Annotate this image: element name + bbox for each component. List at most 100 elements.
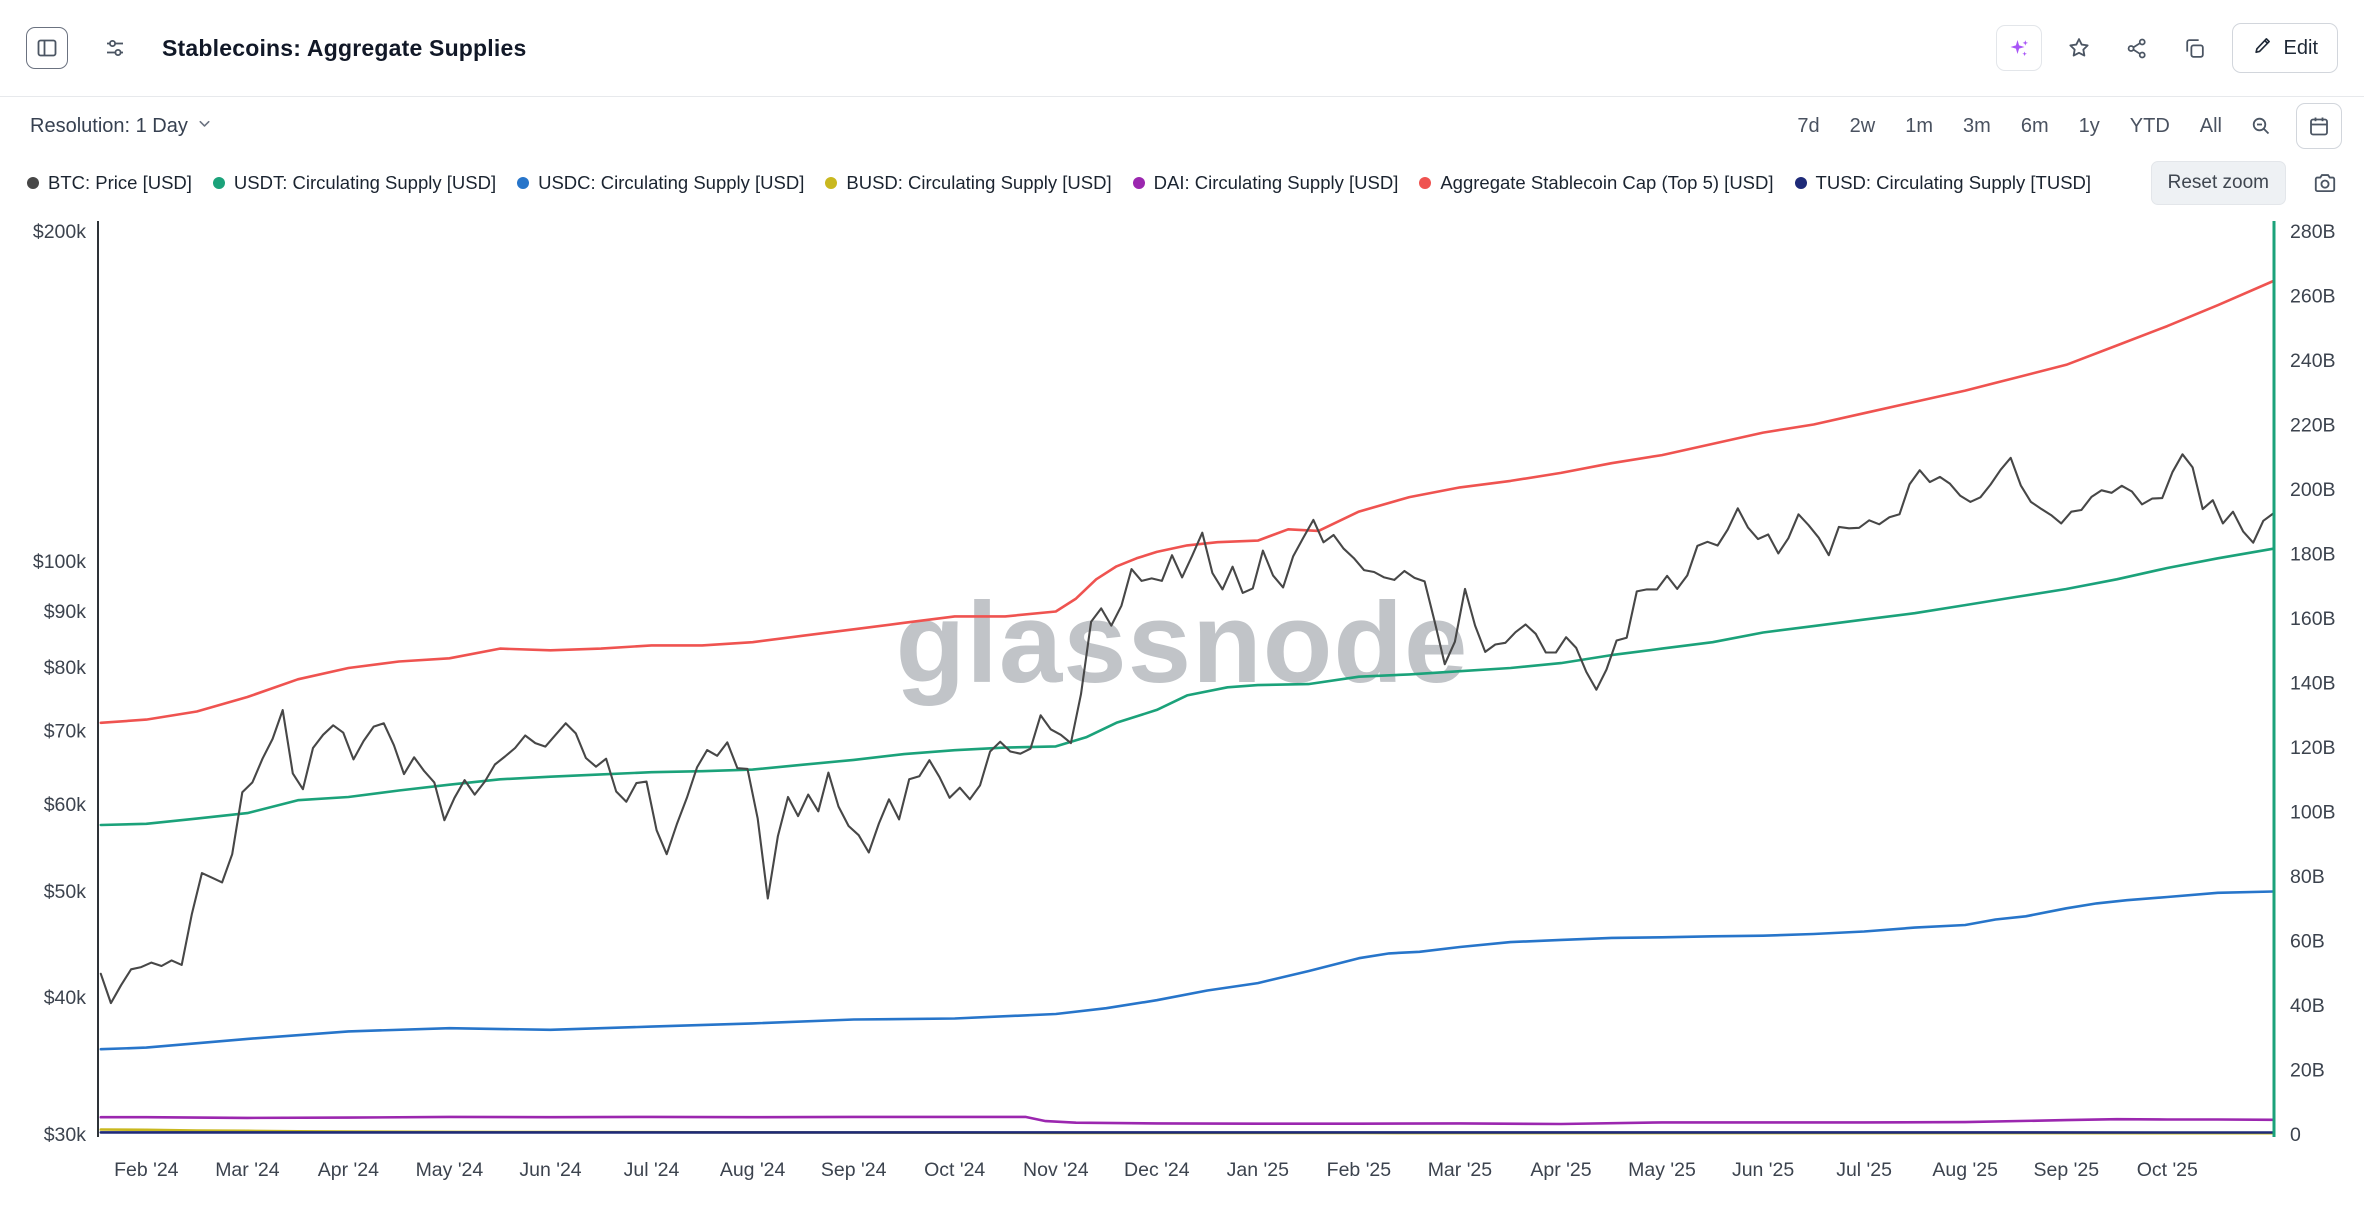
x-axis-tick: Nov '24: [1023, 1159, 1089, 1181]
x-axis-tick: Jan '25: [1227, 1159, 1289, 1181]
share-icon: [2124, 36, 2149, 61]
range-button-1y[interactable]: 1y: [2067, 107, 2112, 146]
legend-item-aggregate-stablecoin-cap-top-5-usd[interactable]: Aggregate Stablecoin Cap (Top 5) [USD]: [1419, 172, 1774, 194]
legend-label: BTC: Price [USD]: [48, 172, 192, 193]
left-axis-tick: $30k: [44, 1124, 87, 1146]
range-button-6m[interactable]: 6m: [2009, 107, 2061, 146]
right-axis-tick: 160B: [2290, 608, 2336, 630]
zoom-area-icon: [2249, 114, 2273, 138]
duplicate-button[interactable]: [2173, 27, 2216, 69]
header: Stablecoins: Aggregate Supplies: [0, 0, 2364, 97]
share-button[interactable]: [2115, 27, 2158, 69]
range-button-ytd[interactable]: YTD: [2118, 107, 2182, 146]
range-selector: 7d 2w 1m 3m 6m 1y YTD All: [1785, 103, 2342, 149]
right-axis-tick: 0: [2290, 1124, 2301, 1146]
reset-zoom-button[interactable]: Reset zoom: [2150, 161, 2286, 205]
legend-item-usdc-circulating-supply-usd[interactable]: USDC: Circulating Supply [USD]: [517, 172, 804, 194]
copy-icon: [2182, 36, 2207, 61]
series-usdc-circulating-supply-usd: [99, 890, 2275, 1051]
left-axis-tick: $90k: [44, 601, 87, 623]
legend-item-btc-price-usd[interactable]: BTC: Price [USD]: [27, 172, 192, 194]
x-axis-tick: May '25: [1628, 1159, 1696, 1181]
x-axis-tick: Dec '24: [1124, 1159, 1190, 1181]
x-axis-tick: Sep '25: [2034, 1159, 2100, 1181]
edit-button[interactable]: Edit: [2231, 23, 2338, 73]
x-axis-tick: Mar '24: [215, 1159, 280, 1181]
x-axis-tick: Mar '25: [1428, 1159, 1493, 1181]
legend-label: TUSD: Circulating Supply [TUSD]: [1815, 172, 2092, 193]
x-axis-tick: Aug '24: [720, 1159, 786, 1181]
series-dai-circulating-supply-usd: [99, 1115, 2275, 1126]
screenshot-button[interactable]: [2304, 162, 2346, 204]
right-axis-tick: 280B: [2290, 221, 2336, 243]
calendar-button[interactable]: [2296, 103, 2342, 149]
legend-item-tusd-circulating-supply-tusd[interactable]: TUSD: Circulating Supply [TUSD]: [1794, 172, 2092, 194]
ai-sparkle-icon: [2007, 36, 2031, 60]
legend-label: USDC: Circulating Supply [USD]: [538, 172, 805, 193]
right-axis-tick: 240B: [2290, 350, 2336, 372]
right-axis-tick: 220B: [2290, 415, 2336, 437]
legend-label: BUSD: Circulating Supply [USD]: [846, 172, 1112, 193]
ai-assistant-button[interactable]: [1995, 25, 2042, 71]
legend-dot: [1132, 177, 1145, 189]
range-button-all[interactable]: All: [2188, 107, 2234, 146]
x-axis-tick: Feb '24: [114, 1159, 179, 1181]
legend-label: DAI: Circulating Supply [USD]: [1153, 172, 1399, 193]
legend: BTC: Price [USD] USDT: Circulating Supply…: [27, 172, 2091, 194]
resolution-label: Resolution: 1 Day: [30, 114, 188, 137]
watermark: glassnode: [895, 580, 1469, 707]
range-button-3m[interactable]: 3m: [1951, 107, 2003, 146]
legend-item-usdt-circulating-supply-usd[interactable]: USDT: Circulating Supply [USD]: [212, 172, 496, 194]
right-axis-tick: 180B: [2290, 544, 2336, 566]
favorite-button[interactable]: [2057, 27, 2100, 69]
x-axis-tick: Jun '25: [1732, 1159, 1794, 1181]
x-axis-tick: Oct '24: [924, 1159, 985, 1181]
x-axis-tick: Apr '24: [318, 1159, 379, 1181]
sidebar-toggle-button[interactable]: [26, 27, 68, 69]
chevron-down-icon: [196, 115, 213, 138]
pencil-icon: [2252, 34, 2274, 62]
x-axis-tick: Apr '25: [1530, 1159, 1591, 1181]
left-axis-tick: $200k: [33, 221, 86, 243]
legend-label: Aggregate Stablecoin Cap (Top 5) [USD]: [1440, 172, 1774, 193]
left-axis-tick: $100k: [33, 551, 86, 573]
range-button-7d[interactable]: 7d: [1785, 107, 1831, 146]
legend-item-dai-circulating-supply-usd[interactable]: DAI: Circulating Supply [USD]: [1132, 172, 1399, 194]
page-title: Stablecoins: Aggregate Supplies: [162, 34, 527, 61]
right-axis-tick: 200B: [2290, 479, 2336, 501]
x-axis-tick: Jul '25: [1836, 1159, 1892, 1181]
series-usdt-circulating-supply-usd: [99, 547, 2275, 827]
legend-dot: [27, 177, 39, 189]
legend-dot: [517, 177, 530, 189]
range-button-1m[interactable]: 1m: [1893, 107, 1945, 146]
right-axis-tick: 100B: [2290, 802, 2336, 824]
x-axis-tick: Oct '25: [2137, 1159, 2198, 1181]
right-axis-tick: 140B: [2290, 673, 2336, 695]
camera-icon: [2312, 170, 2338, 196]
star-icon: [2066, 35, 2092, 61]
toolbar: Resolution: 1 Day 7d 2w 1m 3m 6m 1y YTD All: [0, 100, 2364, 152]
series-aggregate-stablecoin-cap-top-5-usd: [99, 279, 2275, 725]
left-axis-tick: $60k: [44, 794, 87, 816]
legend-dot: [1794, 177, 1807, 189]
x-axis-tick: Feb '25: [1327, 1159, 1392, 1181]
edit-button-label: Edit: [2283, 36, 2318, 59]
panel-left-icon: [35, 36, 59, 60]
resolution-dropdown[interactable]: Resolution: 1 Day: [30, 115, 213, 138]
x-axis-tick: Jun '24: [519, 1159, 581, 1181]
right-axis-tick: 40B: [2290, 995, 2325, 1017]
range-button-2w[interactable]: 2w: [1838, 107, 1888, 146]
left-axis-tick: $50k: [44, 881, 87, 903]
right-axis-tick: 260B: [2290, 286, 2336, 308]
x-axis-tick: May '24: [416, 1159, 484, 1181]
tune-icon: [103, 36, 127, 60]
metric-settings-button[interactable]: [94, 27, 136, 69]
zoom-area-button[interactable]: [2240, 105, 2282, 147]
calendar-icon: [2307, 114, 2331, 138]
x-axis-tick: Jul '24: [624, 1159, 680, 1181]
x-axis-tick: Sep '24: [821, 1159, 887, 1181]
legend-item-busd-circulating-supply-usd[interactable]: BUSD: Circulating Supply [USD]: [825, 172, 1112, 194]
